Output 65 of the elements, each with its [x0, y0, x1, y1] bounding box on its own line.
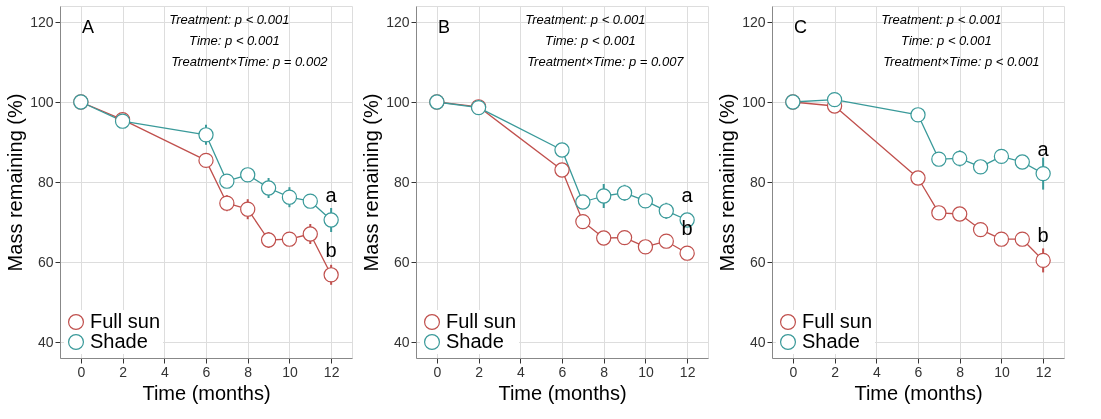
- annotation: Treatment: p < 0.001: [169, 12, 290, 27]
- y-tick-label: 40: [393, 333, 410, 350]
- annotation: Treatment×Time: p < 0.001: [883, 54, 1040, 69]
- annotation: a: [681, 184, 694, 206]
- x-tick-label: 8: [244, 363, 253, 380]
- legend-label: Shade: [802, 330, 860, 352]
- y-tick-label: 100: [742, 93, 766, 110]
- x-tick-label: 12: [1035, 363, 1052, 380]
- x-axis-title: Time (months): [142, 381, 271, 404]
- x-axis-title: Time (months): [854, 381, 983, 404]
- y-axis-title: Mass remaining (%): [4, 93, 27, 272]
- legend-label: Full sun: [802, 310, 873, 332]
- y-tick-label: 60: [37, 253, 54, 270]
- annotation: Treatment×Time: p = 0.002: [171, 54, 329, 69]
- legend-label: Shade: [446, 330, 504, 352]
- annotation: A: [82, 17, 95, 37]
- x-tick-label: 0: [433, 363, 442, 380]
- y-tick-label: 60: [393, 253, 410, 270]
- annotation: Treatment: p < 0.001: [525, 12, 646, 27]
- y-tick-label: 80: [749, 173, 766, 190]
- x-tick-label: 4: [160, 363, 169, 380]
- x-tick-label: 0: [789, 363, 798, 380]
- x-tick-label: 6: [914, 363, 923, 380]
- x-tick-label: 4: [516, 363, 525, 380]
- x-tick-label: 4: [872, 363, 881, 380]
- legend-label: Shade: [90, 330, 148, 352]
- x-tick-label: 10: [282, 363, 298, 380]
- legend-label: Full sun: [90, 310, 161, 332]
- y-tick-label: 100: [386, 93, 410, 110]
- y-axis-title: Mass remaining (%): [360, 93, 383, 272]
- y-tick-label: 120: [742, 13, 766, 30]
- annotation: b: [325, 238, 337, 261]
- x-tick-label: 2: [119, 363, 128, 380]
- x-tick-label: 8: [956, 363, 965, 380]
- annotation: C: [794, 17, 807, 37]
- y-tick-label: 40: [37, 333, 54, 350]
- y-tick-label: 60: [749, 253, 766, 270]
- x-tick-label: 0: [77, 363, 86, 380]
- y-tick-label: 100: [30, 93, 54, 110]
- annotation: b: [1037, 224, 1049, 247]
- legend-label: Full sun: [446, 310, 517, 332]
- x-tick-label: 2: [831, 363, 840, 380]
- x-tick-label: 2: [475, 363, 484, 380]
- x-tick-label: 10: [994, 363, 1010, 380]
- annotation: Time: p < 0.001: [189, 33, 280, 48]
- x-tick-label: 8: [600, 363, 609, 380]
- y-tick-label: 80: [393, 173, 410, 190]
- x-tick-label: 12: [323, 363, 340, 380]
- y-axis-title: Mass remaining (%): [716, 93, 739, 272]
- annotation: Treatment: p < 0.001: [881, 12, 1002, 27]
- annotation: Time: p < 0.001: [545, 33, 636, 48]
- y-tick-label: 80: [37, 173, 54, 190]
- x-axis-title: Time (months): [498, 381, 627, 404]
- annotation: B: [438, 17, 451, 37]
- annotation: Time: p < 0.001: [901, 33, 992, 48]
- annotation: a: [1037, 137, 1050, 160]
- x-tick-label: 12: [679, 363, 696, 380]
- x-tick-label: 6: [558, 363, 567, 380]
- x-tick-label: 10: [638, 363, 654, 380]
- y-tick-label: 120: [386, 13, 410, 30]
- y-tick-label: 40: [749, 333, 766, 350]
- annotation: Treatment×Time: p = 0.007: [527, 54, 685, 69]
- annotation: a: [325, 184, 338, 206]
- y-tick-label: 120: [30, 13, 54, 30]
- x-tick-label: 6: [202, 363, 211, 380]
